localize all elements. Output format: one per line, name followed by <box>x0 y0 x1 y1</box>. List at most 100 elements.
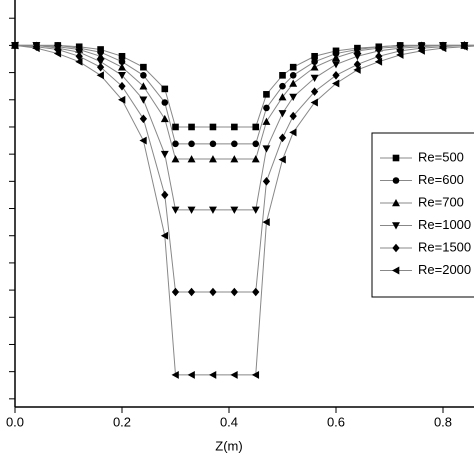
legend-label: Re=1500 <box>418 239 471 254</box>
marker <box>251 370 260 379</box>
marker <box>161 99 169 106</box>
marker <box>140 72 147 79</box>
marker <box>75 57 83 66</box>
x-axis-label: Z(m) <box>215 438 242 453</box>
marker <box>161 85 169 93</box>
marker <box>439 44 447 53</box>
marker <box>289 93 298 102</box>
marker <box>139 136 147 145</box>
marker <box>171 287 180 297</box>
marker <box>396 50 404 59</box>
marker <box>96 58 105 66</box>
marker <box>289 63 297 71</box>
marker <box>96 71 104 80</box>
marker <box>230 370 238 379</box>
marker <box>160 231 169 240</box>
marker <box>187 370 195 379</box>
marker <box>262 177 271 186</box>
marker <box>375 51 383 61</box>
marker <box>118 81 126 91</box>
marker <box>53 49 62 58</box>
marker <box>332 53 340 61</box>
x-tick-label: 0.6 <box>327 414 345 429</box>
marker <box>118 58 126 66</box>
marker <box>230 206 239 214</box>
marker <box>278 155 286 164</box>
marker <box>332 61 340 69</box>
marker <box>188 123 195 131</box>
marker <box>289 79 298 87</box>
marker <box>332 50 340 57</box>
x-tick-label: 0.2 <box>113 414 131 429</box>
marker <box>171 370 179 379</box>
legend-marker <box>392 243 400 253</box>
x-tick-label: 0.4 <box>220 414 238 429</box>
marker <box>11 41 19 50</box>
marker <box>208 370 217 379</box>
marker <box>231 140 238 148</box>
marker <box>118 95 126 104</box>
marker <box>310 87 319 96</box>
marker <box>139 114 148 124</box>
marker <box>310 98 318 107</box>
marker <box>251 206 260 214</box>
marker <box>311 58 318 66</box>
series-line <box>15 44 474 128</box>
marker <box>172 140 179 148</box>
marker <box>97 48 104 56</box>
marker <box>231 123 238 131</box>
marker <box>139 82 148 90</box>
marker <box>187 287 196 297</box>
marker <box>374 47 383 55</box>
marker <box>252 123 260 131</box>
marker <box>279 82 286 90</box>
marker <box>96 52 105 60</box>
marker <box>75 51 83 61</box>
legend-label: Re=500 <box>418 149 464 164</box>
x-tick-label: 0.0 <box>6 414 24 429</box>
marker <box>289 111 297 121</box>
marker <box>278 93 287 101</box>
marker <box>208 206 217 214</box>
marker <box>118 52 126 60</box>
legend-marker <box>392 154 400 162</box>
marker <box>289 72 297 79</box>
marker <box>353 60 362 69</box>
marker <box>230 287 238 297</box>
marker <box>96 62 105 72</box>
marker <box>161 190 169 200</box>
marker <box>262 218 270 227</box>
series-line <box>15 44 474 145</box>
marker <box>209 140 217 148</box>
marker <box>279 72 286 79</box>
marker <box>311 52 318 60</box>
marker <box>263 91 270 98</box>
marker <box>460 42 468 51</box>
marker <box>139 96 148 104</box>
legend-marker <box>392 177 400 184</box>
marker <box>289 128 297 137</box>
marker <box>32 44 40 53</box>
marker <box>252 287 260 297</box>
x-tick-label: 0.8 <box>434 414 452 429</box>
marker <box>188 140 195 148</box>
marker <box>310 74 319 82</box>
marker <box>262 145 271 153</box>
marker <box>353 46 362 55</box>
legend-marker <box>392 222 400 230</box>
marker <box>171 206 180 214</box>
legend-box <box>371 132 474 298</box>
marker <box>187 206 196 214</box>
marker <box>209 287 217 297</box>
marker <box>208 155 217 163</box>
marker <box>353 65 361 74</box>
marker <box>278 110 287 118</box>
marker <box>172 123 179 131</box>
marker <box>187 155 196 163</box>
marker <box>353 52 362 61</box>
marker <box>374 57 383 66</box>
legend-label: Re=1000 <box>418 217 471 232</box>
marker <box>160 150 169 159</box>
legend-label: Re=700 <box>418 194 464 209</box>
